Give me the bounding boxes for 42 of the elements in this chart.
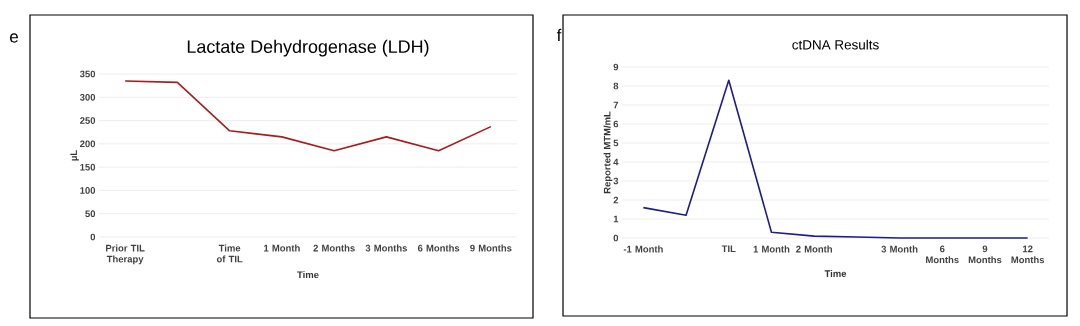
y-tick-label: 1 xyxy=(613,215,619,223)
chart-title: Lactate Dehydrogenase (LDH) xyxy=(187,39,429,57)
y-tick-label: 300 xyxy=(79,93,96,101)
x-tick-label: 6 Months xyxy=(926,245,959,264)
x-tick-label: 2 Month xyxy=(796,245,832,253)
y-tick-label: 0 xyxy=(90,233,96,241)
y-tick-label: 4 xyxy=(613,158,619,166)
x-tick-label: -1 Month xyxy=(623,245,663,253)
y-tick-label: 100 xyxy=(80,187,96,194)
y-tick-label: 8 xyxy=(613,82,619,90)
text: f xyxy=(556,28,562,42)
y-tick-label: 7 xyxy=(613,101,619,109)
x-tick-label: 9 Months xyxy=(968,245,1002,264)
x-tick-label: 9 Months xyxy=(470,244,512,252)
x-tick-label: Time of TIL xyxy=(216,244,243,263)
x-tick-label: Prior TIL Therapy xyxy=(106,244,145,265)
y-tick-label: 150 xyxy=(80,163,96,171)
y-axis-title: Reported MTM/mL xyxy=(603,111,613,194)
line-series xyxy=(124,80,492,152)
y-tick-label: 3 xyxy=(613,177,619,185)
x-tick-label: 1 Month xyxy=(264,244,300,252)
x-tick-label: 12 Months xyxy=(1011,245,1045,264)
x-tick-label: 2 Months xyxy=(313,244,355,252)
x-tick-label: TIL xyxy=(721,245,736,253)
y-tick-label: 2 xyxy=(613,196,619,204)
x-axis-title: Time xyxy=(824,270,847,277)
chart-title: ctDNA Results xyxy=(792,39,879,50)
x-tick-label: 6 Months xyxy=(417,244,460,252)
x-tick-label: 1 Month xyxy=(753,245,790,253)
y-tick-label: 6 xyxy=(613,120,619,128)
y-tick-label: 350 xyxy=(79,70,96,78)
x-axis-title: Time xyxy=(297,271,319,279)
x-tick-label: 3 Month xyxy=(881,245,918,253)
y-tick-label: 50 xyxy=(85,210,96,218)
y-tick-label: 200 xyxy=(80,140,96,148)
y-tick-label: 250 xyxy=(80,117,96,124)
y-axis-title: µL xyxy=(70,150,79,161)
x-tick-label: 3 Months xyxy=(365,244,408,252)
y-tick-label: 5 xyxy=(613,139,619,147)
y-tick-label: 9 xyxy=(613,63,619,71)
y-tick-label: 0 xyxy=(613,234,619,242)
text: e xyxy=(10,33,18,43)
